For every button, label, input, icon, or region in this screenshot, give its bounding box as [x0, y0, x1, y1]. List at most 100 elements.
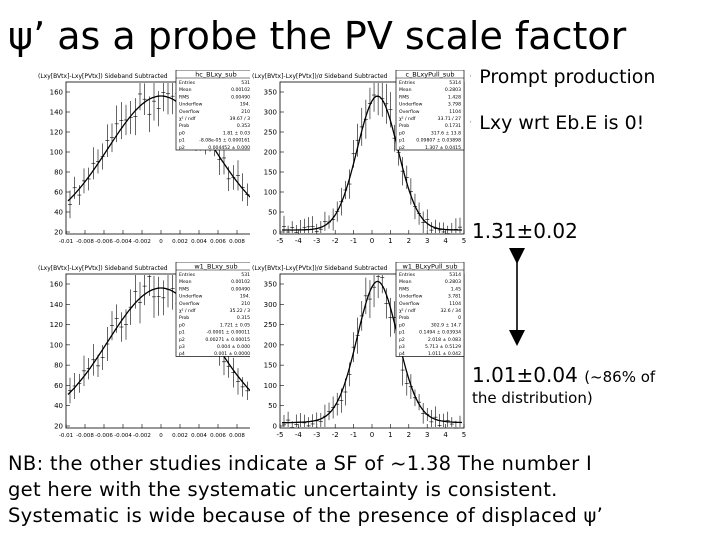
stats-value: 3.781 [448, 294, 461, 300]
stats-value: 194.5 [240, 294, 253, 300]
stats-value: 1.307 ± 0.0415 [425, 145, 461, 151]
y-tick-label: 120 [50, 129, 63, 137]
result-top: 1.31±0.02 [472, 219, 578, 243]
stats-key: p0 [179, 322, 185, 328]
plot-lxy-bottom: (Lxy[BVtx]-Lxy[PVtx]) Sideband Subtracte… [36, 262, 262, 442]
x-tick-label: -5 [277, 431, 284, 439]
stats-value: 302.9 ± 14.7 [431, 322, 461, 328]
stats-value: 0.1494 ± 0.03934 [419, 330, 461, 336]
stats-value: 0.001 ± 0.00006 [214, 351, 253, 357]
x-tick-label: 5 [462, 431, 466, 439]
stats-value: 0.00271 ± 0.000152 [205, 337, 253, 343]
stats-value: 32.6 / 34 [440, 308, 461, 314]
stats-key: Entries [399, 272, 416, 278]
y-tick-label: 150 [264, 362, 277, 370]
x-tick-label: 0.002 [172, 239, 188, 245]
stats-key: Entries [399, 80, 416, 86]
stats-value: 0.004903 [231, 286, 253, 292]
x-tick-label: 3 [425, 431, 429, 439]
y-tick-label: 100 [264, 382, 277, 390]
y-tick-label: 300 [264, 109, 277, 117]
fit-curve [282, 95, 462, 231]
stats-value: 39.67 / 37 [230, 116, 254, 122]
stats-key: Mean [179, 279, 192, 285]
stats-key: Prob [399, 315, 409, 321]
x-tick-label: 0.006 [210, 239, 226, 245]
stats-value: 0.2803 [445, 87, 461, 93]
stats-key: Overflow [399, 109, 420, 115]
stats-key: Overflow [179, 301, 200, 307]
stats-name: hc_BLxy_sub [195, 71, 237, 79]
y-tick-label: 0 [273, 229, 277, 237]
fit-curve [281, 280, 463, 424]
stats-name: c_BLxyPull_sub [405, 71, 454, 79]
stats-key: p4 [399, 351, 405, 357]
x-tick-label: 0.002 [172, 433, 188, 439]
stats-value: 0.1731 [445, 123, 461, 129]
stats-key: Underflow [399, 294, 423, 300]
stats-key: Mean [179, 87, 192, 93]
stats-value: 33.71 / 27 [438, 116, 462, 122]
x-tick-label: 0.006 [210, 433, 226, 439]
y-tick-label: 20 [54, 423, 63, 431]
y-tick-label: 100 [50, 149, 63, 157]
stats-value: 0.001026 [231, 87, 253, 93]
stats-key: p3 [179, 344, 185, 350]
x-tick-label: 0.008 [229, 239, 245, 245]
slide-title: ψ’ as a probe the PV scale factor [8, 14, 627, 58]
plot-title: (Lxy[BVtx]-Lxy[PVtx]) Sideband Subtracte… [38, 265, 168, 272]
y-tick-label: 120 [50, 321, 63, 329]
stats-value: 0.3533 [237, 123, 253, 129]
stats-value: 0.004 ± 0.0003 [217, 344, 253, 350]
y-tick-label: 40 [54, 209, 63, 217]
y-tick-label: 100 [264, 189, 277, 197]
y-tick-label: 160 [50, 89, 63, 97]
x-tick-label: -2 [332, 431, 339, 439]
y-tick-label: 350 [264, 89, 277, 97]
x-tick-label: -0.01 [59, 239, 73, 245]
x-tick-label: -1 [350, 431, 357, 439]
y-tick-label: 140 [50, 109, 63, 117]
y-tick-label: 200 [264, 341, 277, 349]
stats-key: p2 [179, 145, 185, 151]
stats-key: p2 [179, 337, 185, 343]
stats-key: RMS [399, 94, 409, 100]
x-tick-label: -0.002 [133, 433, 151, 439]
plot-pull-bottom: (Lxy[BVtx]-Lxy[PVtx])/σ Sideband Subtrac… [250, 262, 470, 442]
stats-key: Mean [399, 87, 412, 93]
stats-value: 1104 [449, 301, 461, 307]
x-tick-label: -5 [277, 237, 284, 245]
stats-key: p1 [179, 138, 185, 144]
stats-value: -0.0001 ± 0.000112 [207, 330, 253, 336]
stats-key: χ² / ndf [399, 116, 416, 122]
y-tick-label: 20 [54, 229, 63, 237]
stats-value: 5314 [449, 80, 461, 86]
x-tick-label: 1 [388, 237, 392, 245]
stats-value: 0.09807 ± 0.03898 [416, 138, 461, 144]
stats-value: 0 [458, 315, 461, 321]
x-tick-label: -3 [313, 431, 320, 439]
y-tick-label: 40 [54, 402, 63, 410]
x-tick-label: 2 [407, 431, 411, 439]
stats-name: w1_BLxyPull_sub [403, 263, 458, 271]
x-tick-label: 5 [462, 237, 466, 245]
stats-key: p3 [399, 344, 405, 350]
x-tick-label: -1 [350, 237, 357, 245]
stats-key: p2 [399, 145, 405, 151]
stats-key: χ² / ndf [179, 308, 196, 314]
stats-value: -8.08e-05 ± 0.0001618 [199, 138, 253, 144]
y-tick-label: 80 [54, 362, 63, 370]
stats-value: 2108 [241, 109, 253, 115]
plot-title: (Lxy[BVtx]-Lxy[PVtx]) Sideband Subtracte… [38, 73, 168, 80]
footnote-line-2: get here with the systematic uncertainty… [8, 478, 558, 501]
stats-value: 5314 [241, 272, 253, 278]
x-tick-label: -2 [332, 237, 339, 245]
y-tick-label: 50 [268, 209, 277, 217]
y-tick-label: 150 [264, 169, 277, 177]
footnote-line-3: Systematic is wide because of the presen… [8, 504, 604, 527]
stats-value: 0.001026 [231, 279, 253, 285]
plot-pull-top: (Lxy[BVtx]-Lxy[PVtx])/σ Sideband Subtrac… [250, 70, 470, 248]
x-tick-label: -4 [295, 237, 303, 245]
stats-value: 1.011 ± 0.042 [428, 351, 461, 357]
stats-value: 35.22 / 32 [230, 308, 254, 314]
